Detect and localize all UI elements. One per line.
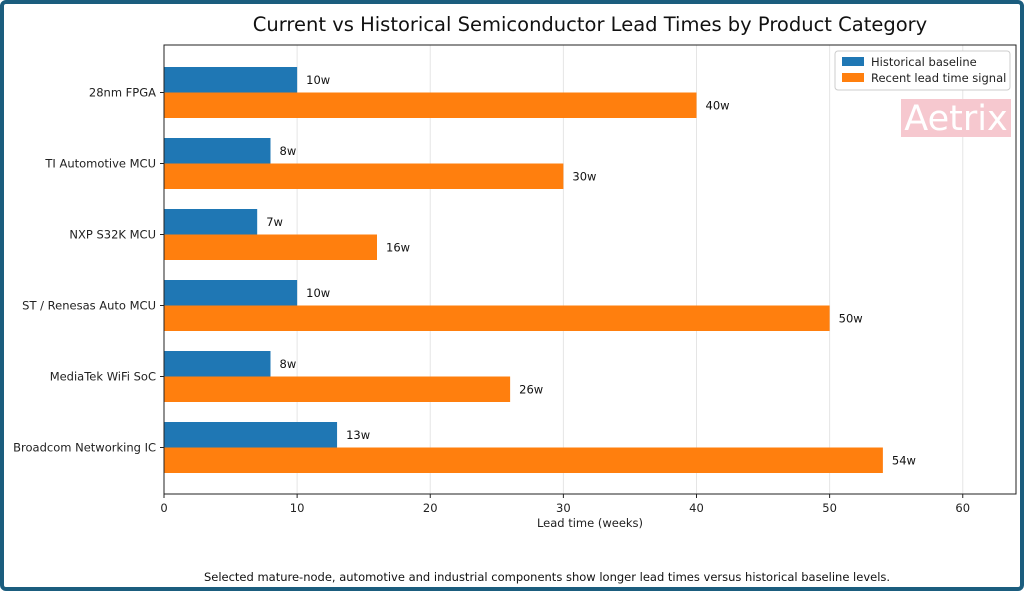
data-label: 54w <box>892 453 916 467</box>
legend-swatch-recent <box>842 73 864 82</box>
bar-recent <box>164 234 377 260</box>
data-label: 13w <box>346 428 370 442</box>
bar-recent <box>164 447 883 473</box>
data-label: 8w <box>280 357 297 371</box>
data-label: 10w <box>306 73 330 87</box>
data-label: 10w <box>306 286 330 300</box>
y-tick-label: MediaTek WiFi SoC <box>50 370 156 384</box>
legend-swatch-historical <box>842 57 864 66</box>
x-tick-label: 20 <box>423 501 438 515</box>
chart-title: Current vs Historical Semiconductor Lead… <box>253 13 927 36</box>
legend-box <box>834 50 1011 91</box>
x-tick-label: 30 <box>556 501 571 515</box>
bar-historical <box>164 422 338 448</box>
x-tick-label: 0 <box>160 501 167 515</box>
plot-border <box>163 44 1017 495</box>
y-tick-label: ST / Renesas Auto MCU <box>22 299 156 313</box>
data-label: 30w <box>572 169 596 183</box>
watermark: Aetrix <box>901 99 1011 139</box>
y-tick-label: Broadcom Networking IC <box>13 441 156 455</box>
legend-label-recent: Recent lead time signal <box>871 71 1006 85</box>
data-label: 50w <box>839 311 863 325</box>
bar-recent <box>164 92 697 118</box>
bar-historical <box>164 280 298 306</box>
footnote: Selected mature-node, automotive and ind… <box>204 570 890 584</box>
data-label: 40w <box>706 98 730 112</box>
x-tick-label: 60 <box>955 501 970 515</box>
bar-historical <box>164 138 271 164</box>
lead-time-chart: Current vs Historical Semiconductor Lead… <box>13 13 1017 584</box>
bar-historical <box>164 67 298 93</box>
bar-recent <box>164 305 830 331</box>
watermark-text: Aetrix <box>904 99 1007 139</box>
watermark-background <box>901 99 1011 137</box>
data-label: 7w <box>266 215 283 229</box>
legend-label-historical: Historical baseline <box>871 55 977 69</box>
data-label: 16w <box>386 240 410 254</box>
plot-area: 10w 40w 28nm FPGA 8w 30w TI Automotive MCU 7w 1… <box>13 44 1017 515</box>
bar-historical <box>164 351 271 377</box>
x-tick-label: 10 <box>290 501 305 515</box>
y-tick-label: TI Automotive MCU <box>44 157 156 171</box>
bar-recent <box>164 163 564 189</box>
legend: Historical baseline Recent lead time sign… <box>834 50 1011 91</box>
data-label: 26w <box>519 382 543 396</box>
y-tick-label: 28nm FPGA <box>89 86 156 100</box>
x-tick-label: 50 <box>822 501 837 515</box>
x-tick-label: 40 <box>689 501 704 515</box>
bar-recent <box>164 376 511 402</box>
bar-historical <box>164 209 258 235</box>
data-label: 8w <box>280 144 297 158</box>
y-tick-label: NXP S32K MCU <box>69 228 156 242</box>
x-axis-title: Lead time (weeks) <box>537 516 643 530</box>
